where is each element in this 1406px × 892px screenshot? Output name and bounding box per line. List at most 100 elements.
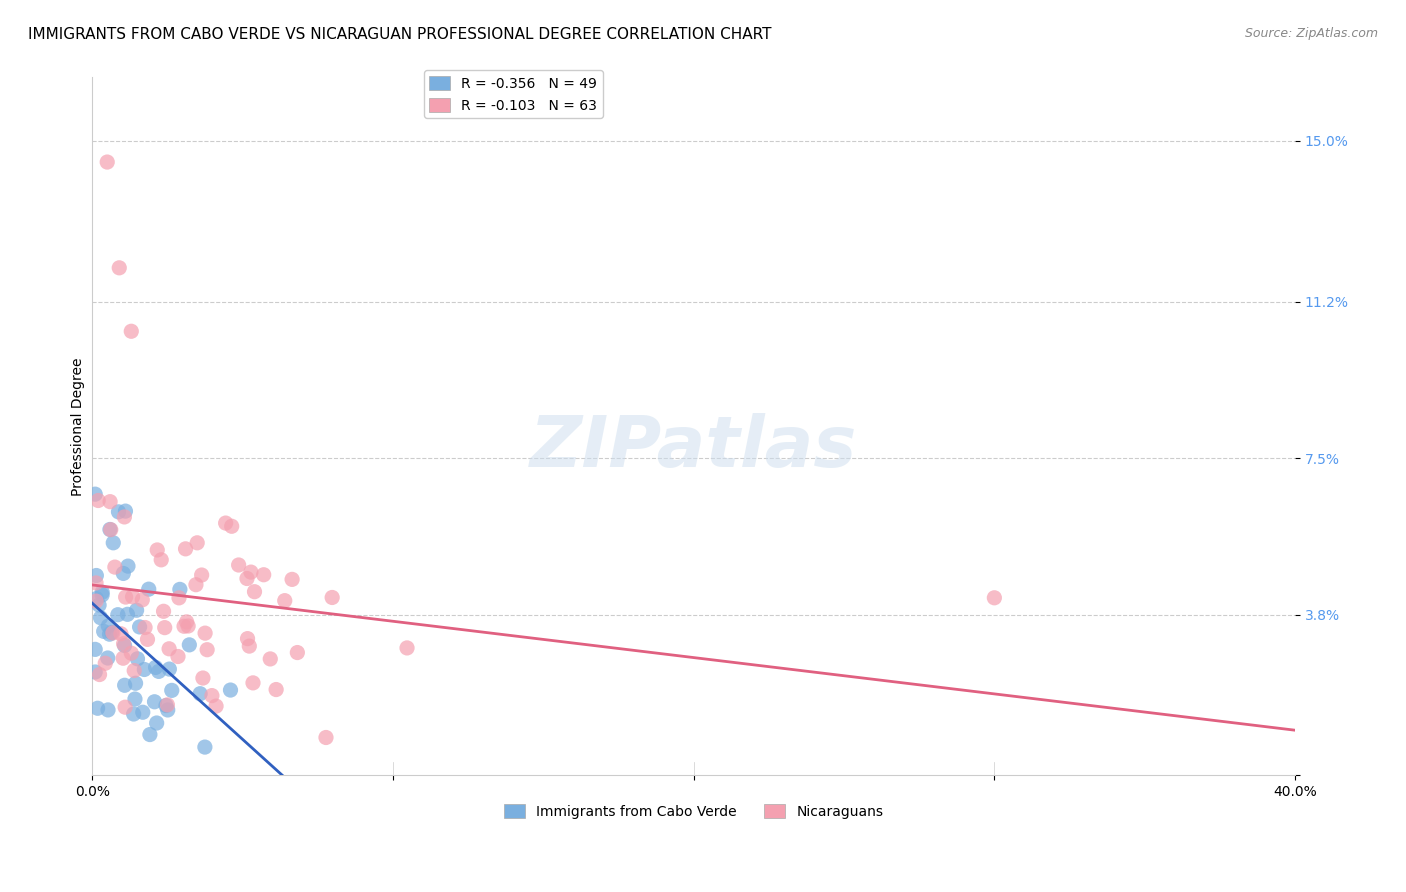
Point: [97, 703, 120, 717]
Point: [173, 619, 195, 633]
Point: [153, 621, 176, 635]
Point: [176, 615, 198, 629]
Point: [236, 572, 259, 586]
Point: [98, 494, 121, 508]
Point: [983, 591, 1005, 605]
Point: [228, 558, 250, 572]
Point: [122, 706, 145, 721]
Point: [139, 727, 162, 741]
Point: [91, 588, 114, 602]
Point: [128, 620, 150, 634]
Point: [174, 541, 197, 556]
Legend: Immigrants from Cabo Verde, Nicaraguans: Immigrants from Cabo Verde, Nicaraguans: [499, 798, 889, 824]
Point: [194, 626, 217, 640]
Point: [104, 560, 127, 574]
Point: [120, 646, 142, 660]
Point: [285, 646, 308, 660]
Point: [148, 665, 170, 679]
Point: [156, 703, 179, 717]
Point: [87, 493, 110, 508]
Point: [395, 640, 418, 655]
Point: [146, 543, 169, 558]
Point: [93, 624, 115, 639]
Point: [195, 642, 218, 657]
Text: IMMIGRANTS FROM CABO VERDE VS NICARAGUAN PROFESSIONAL DEGREE CORRELATION CHART: IMMIGRANTS FROM CABO VERDE VS NICARAGUAN…: [28, 27, 772, 42]
Point: [143, 695, 166, 709]
Point: [177, 619, 200, 633]
Point: [97, 619, 120, 633]
Point: [243, 584, 266, 599]
Point: [100, 625, 122, 640]
Point: [86, 568, 108, 582]
Point: [221, 519, 243, 533]
Point: [321, 591, 343, 605]
Point: [107, 607, 129, 622]
Point: [253, 567, 276, 582]
Point: [131, 592, 153, 607]
Point: [91, 585, 114, 599]
Point: [121, 590, 143, 604]
Point: [117, 559, 139, 574]
Point: [167, 591, 190, 605]
Point: [124, 692, 146, 706]
Point: [169, 582, 191, 597]
Point: [238, 639, 260, 653]
Point: [96, 155, 118, 169]
Point: [194, 740, 217, 755]
Point: [89, 667, 111, 681]
Point: [152, 604, 174, 618]
Point: [167, 649, 190, 664]
Point: [145, 660, 167, 674]
Point: [114, 590, 136, 604]
Point: [134, 663, 156, 677]
Point: [87, 598, 110, 612]
Point: [236, 632, 259, 646]
Point: [84, 665, 107, 679]
Point: [84, 594, 107, 608]
Point: [86, 701, 108, 715]
Point: [214, 516, 236, 530]
Point: [84, 575, 107, 590]
Point: [157, 662, 180, 676]
Point: [274, 593, 297, 607]
Point: [120, 324, 142, 338]
Point: [124, 676, 146, 690]
Point: [114, 700, 136, 714]
Point: [122, 664, 145, 678]
Point: [201, 689, 224, 703]
Text: Source: ZipAtlas.com: Source: ZipAtlas.com: [1244, 27, 1378, 40]
Point: [86, 591, 108, 606]
Point: [114, 504, 136, 518]
Point: [132, 705, 155, 719]
Point: [188, 687, 211, 701]
Point: [184, 577, 207, 591]
Point: [127, 652, 149, 666]
Point: [259, 652, 281, 666]
Point: [186, 536, 208, 550]
Point: [155, 698, 177, 713]
Point: [98, 523, 121, 537]
Point: [90, 610, 112, 624]
Point: [98, 627, 121, 641]
Y-axis label: Professional Degree: Professional Degree: [72, 357, 86, 496]
Point: [112, 637, 135, 651]
Point: [125, 603, 148, 617]
Point: [112, 566, 135, 581]
Point: [97, 651, 120, 665]
Point: [84, 487, 107, 501]
Point: [150, 553, 173, 567]
Point: [190, 568, 212, 582]
Point: [101, 626, 124, 640]
Point: [136, 632, 159, 647]
Point: [242, 676, 264, 690]
Text: ZIPatlas: ZIPatlas: [530, 413, 858, 482]
Point: [179, 638, 201, 652]
Point: [114, 639, 136, 653]
Point: [103, 536, 125, 550]
Point: [114, 678, 136, 692]
Point: [110, 627, 132, 641]
Point: [157, 641, 180, 656]
Point: [219, 683, 242, 698]
Point: [94, 657, 117, 671]
Point: [138, 582, 160, 597]
